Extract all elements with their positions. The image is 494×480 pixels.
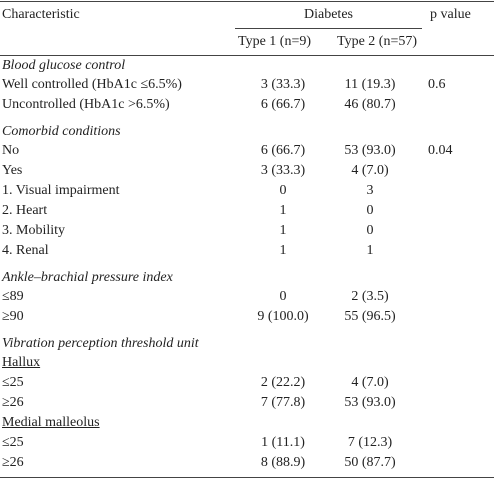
value-cell: 0 <box>279 183 287 198</box>
value-cell: 1 <box>279 243 287 258</box>
value-cell: 3 (33.3) <box>260 77 306 92</box>
value-cell: 0 <box>279 289 287 304</box>
value-cell: 55 (96.5) <box>344 309 396 324</box>
value-cell: 50 (87.7) <box>344 455 396 470</box>
value-cell: 6 (66.7) <box>260 97 306 112</box>
section-title: Vibration perception threshold unit <box>2 336 199 351</box>
header-cell: p value <box>430 7 471 22</box>
row-label: Yes <box>2 163 23 178</box>
row-label: Well controlled (HbA1c ≤6.5%) <box>2 77 182 92</box>
group-title: Hallux <box>2 355 41 370</box>
row-label: ≤25 <box>2 435 24 450</box>
value-cell: 1 (11.1) <box>261 435 305 450</box>
value-cell: 7 (12.3) <box>347 435 393 450</box>
row-label: ≤25 <box>2 375 24 390</box>
header-rule <box>0 55 494 56</box>
row-label: 4. Renal <box>2 243 49 258</box>
section-title: Blood glucose control <box>2 58 126 73</box>
value-cell: 3 (33.3) <box>260 163 306 178</box>
value-cell: 9 (100.0) <box>257 309 309 324</box>
value-cell: 6 (66.7) <box>260 143 306 158</box>
row-label: ≥26 <box>2 395 24 410</box>
section-title: Comorbid conditions <box>2 124 121 139</box>
row-label: 2. Heart <box>2 203 48 218</box>
value-cell: 7 (77.8) <box>260 395 306 410</box>
bottom-rule <box>0 477 494 478</box>
value-cell: 8 (88.9) <box>260 455 306 470</box>
row-label: Uncontrolled (HbA1c >6.5%) <box>2 97 170 112</box>
value-cell: 3 <box>366 183 374 198</box>
value-cell: 2 (3.5) <box>351 289 389 304</box>
header-cell: Characteristic <box>2 7 80 22</box>
value-cell: 11 (19.3) <box>344 77 396 92</box>
value-cell: 53 (93.0) <box>344 143 396 158</box>
header-cell: Type 1 (n=9) <box>238 34 312 49</box>
row-label: 1. Visual impairment <box>2 183 120 198</box>
header-cell: Diabetes <box>304 7 353 22</box>
row-label: 3. Mobility <box>2 223 66 238</box>
value-cell: 2 (22.2) <box>260 375 306 390</box>
value-cell: 0.6 <box>428 77 446 92</box>
value-cell: 0.04 <box>428 143 453 158</box>
value-cell: 0 <box>366 203 374 218</box>
value-cell: 1 <box>279 223 287 238</box>
group-rule <box>235 28 422 29</box>
value-cell: 1 <box>366 243 374 258</box>
value-cell: 46 (80.7) <box>344 97 396 112</box>
row-label: ≤89 <box>2 289 24 304</box>
group-title: Medial malleolus <box>2 415 100 430</box>
row-label: ≥26 <box>2 455 24 470</box>
row-label: No <box>2 143 20 158</box>
top-rule <box>0 1 494 2</box>
value-cell: 0 <box>366 223 374 238</box>
row-label: ≥90 <box>2 309 24 324</box>
section-title: Ankle–brachial pressure index <box>2 270 173 285</box>
value-cell: 4 (7.0) <box>351 163 389 178</box>
value-cell: 4 (7.0) <box>351 375 389 390</box>
header-cell: Type 2 (n=57) <box>337 34 418 49</box>
value-cell: 53 (93.0) <box>344 395 396 410</box>
value-cell: 1 <box>279 203 287 218</box>
